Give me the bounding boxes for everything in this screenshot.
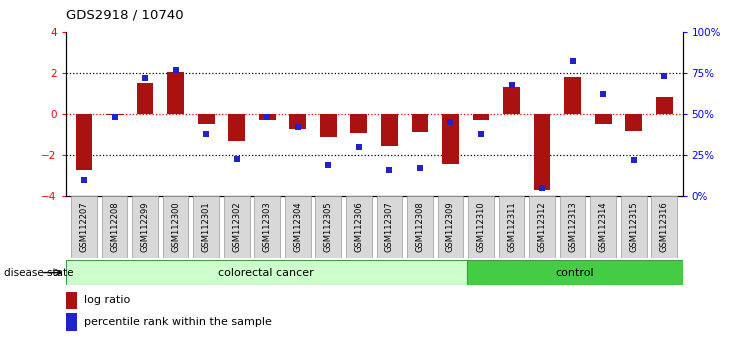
Bar xyxy=(626,114,642,131)
Point xyxy=(383,167,395,173)
Bar xyxy=(76,114,93,170)
Text: GSM112300: GSM112300 xyxy=(171,201,180,252)
Bar xyxy=(468,196,493,258)
Bar xyxy=(651,196,677,258)
Bar xyxy=(620,196,647,258)
Bar xyxy=(167,72,184,114)
Text: GSM112310: GSM112310 xyxy=(477,201,485,252)
Bar xyxy=(499,196,524,258)
Point xyxy=(628,158,639,163)
Bar xyxy=(132,196,158,258)
Text: GSM112303: GSM112303 xyxy=(263,201,272,252)
Text: GSM112314: GSM112314 xyxy=(599,201,607,252)
Bar xyxy=(564,77,581,114)
Text: GSM112207: GSM112207 xyxy=(80,201,88,252)
Text: GSM112315: GSM112315 xyxy=(629,201,638,252)
Bar xyxy=(591,196,616,258)
Bar xyxy=(472,114,489,120)
Bar xyxy=(224,196,250,258)
Bar xyxy=(289,114,306,129)
Bar xyxy=(137,83,153,114)
Bar xyxy=(66,260,466,285)
Text: log ratio: log ratio xyxy=(84,296,131,306)
Point xyxy=(323,162,334,168)
Text: GDS2918 / 10740: GDS2918 / 10740 xyxy=(66,8,183,21)
Point xyxy=(109,115,120,120)
Point xyxy=(537,185,548,191)
Text: control: control xyxy=(556,268,594,278)
Point xyxy=(78,177,90,183)
Bar xyxy=(656,97,672,114)
Text: GSM112305: GSM112305 xyxy=(324,201,333,252)
Bar xyxy=(198,114,215,125)
Bar xyxy=(285,196,310,258)
Bar xyxy=(320,114,337,137)
Text: GSM112312: GSM112312 xyxy=(537,201,547,252)
Point xyxy=(414,166,426,171)
Text: GSM112301: GSM112301 xyxy=(201,201,211,252)
Bar xyxy=(412,114,429,132)
Bar xyxy=(595,114,612,125)
Bar xyxy=(377,196,402,258)
Bar xyxy=(315,196,341,258)
Point xyxy=(506,82,518,87)
Bar xyxy=(346,196,372,258)
Text: GSM112309: GSM112309 xyxy=(446,201,455,252)
Text: GSM112208: GSM112208 xyxy=(110,201,119,252)
Bar xyxy=(442,114,459,164)
Text: percentile rank within the sample: percentile rank within the sample xyxy=(84,317,272,327)
Point xyxy=(261,115,273,120)
Text: GSM112313: GSM112313 xyxy=(568,201,577,252)
Text: GSM112302: GSM112302 xyxy=(232,201,241,252)
Point xyxy=(231,156,242,161)
Text: GSM112299: GSM112299 xyxy=(141,201,150,252)
Point xyxy=(597,92,609,97)
Bar xyxy=(106,114,123,115)
Bar xyxy=(259,114,276,120)
Bar xyxy=(101,196,127,258)
Text: GSM112307: GSM112307 xyxy=(385,201,394,252)
Point xyxy=(658,74,670,79)
Text: GSM112311: GSM112311 xyxy=(507,201,516,252)
Point xyxy=(445,120,456,125)
Point xyxy=(200,131,212,137)
Bar xyxy=(163,196,188,258)
Point xyxy=(475,131,487,137)
Point xyxy=(292,125,304,130)
Bar xyxy=(350,114,367,133)
Text: GSM112304: GSM112304 xyxy=(293,201,302,252)
Bar xyxy=(66,292,77,309)
Bar xyxy=(255,196,280,258)
Point xyxy=(566,59,578,64)
Text: disease state: disease state xyxy=(4,268,73,278)
Bar xyxy=(503,87,520,114)
Bar xyxy=(407,196,433,258)
Bar xyxy=(560,196,585,258)
Bar xyxy=(529,196,555,258)
Bar xyxy=(438,196,464,258)
Text: GSM112308: GSM112308 xyxy=(415,201,424,252)
Text: GSM112306: GSM112306 xyxy=(354,201,364,252)
Bar xyxy=(381,114,398,146)
Point xyxy=(353,144,365,150)
Bar xyxy=(193,196,219,258)
Text: GSM112316: GSM112316 xyxy=(660,201,669,252)
Bar xyxy=(534,114,550,190)
Bar xyxy=(72,196,97,258)
Bar xyxy=(228,114,245,141)
Bar xyxy=(466,260,683,285)
Bar xyxy=(66,313,77,331)
Point xyxy=(139,75,151,81)
Text: colorectal cancer: colorectal cancer xyxy=(218,268,314,278)
Point xyxy=(170,67,182,73)
